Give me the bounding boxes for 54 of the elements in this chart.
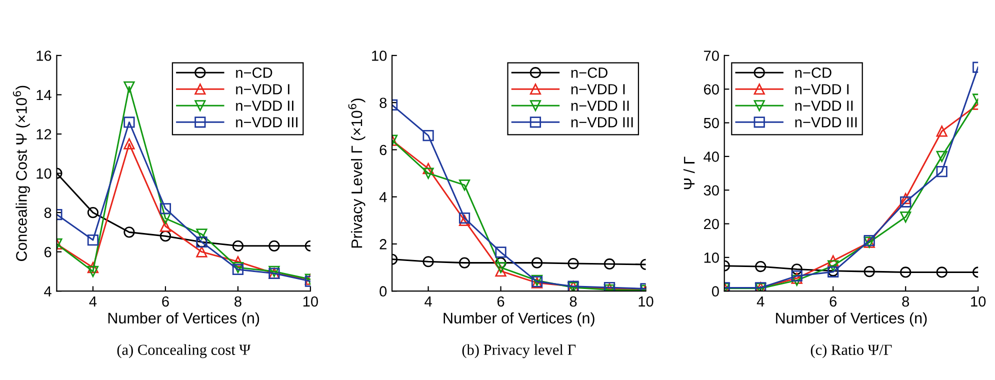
- legend-label: n−VDD II: [795, 100, 853, 111]
- legend-label: n−VDD III: [795, 117, 857, 128]
- y-tick-label: 10: [36, 168, 52, 179]
- legend-label: n−VDD II: [571, 100, 629, 111]
- y-tick-label: 16: [36, 50, 52, 61]
- y-tick-label: 8: [44, 208, 52, 218]
- y-axis-title: Privacy Level Γ (×10$^{6}$): [348, 98, 366, 248]
- x-axis-title: Number of Vertices (n): [776, 312, 927, 327]
- y-tick-label: 40: [704, 152, 719, 162]
- y-tick-label: 4: [379, 192, 387, 202]
- x-tick-label: 10: [971, 296, 986, 307]
- y-tick-label: 0: [380, 286, 387, 297]
- y-tick-label: 60: [704, 84, 719, 95]
- legend-label: n−VDD II: [236, 100, 294, 111]
- text: (c) Ratio Ψ/Γ: [810, 344, 892, 358]
- y-tick-label: 10: [704, 252, 719, 263]
- y-tick-label: 8: [380, 98, 387, 108]
- y-tick-label: 30: [704, 185, 719, 196]
- y-tick-label: 10: [372, 50, 387, 61]
- legend-label: n−VDD III: [571, 117, 633, 128]
- y-tick-label: 6: [380, 144, 387, 156]
- text: (a) Concealing cost Ψ: [117, 344, 250, 358]
- legend-label: n−CD: [571, 68, 608, 78]
- x-tick-label: 8: [234, 296, 242, 307]
- legend-label: n−VDD I: [795, 84, 849, 94]
- y-tick-label: 50: [704, 118, 719, 128]
- text: (b) Privacy level Γ: [462, 344, 576, 358]
- y-tick-label: 0: [712, 286, 719, 297]
- x-tick-label: 6: [162, 296, 169, 307]
- x-tick-label: 6: [497, 296, 504, 307]
- y-axis-title: Ψ / Γ: [683, 156, 695, 190]
- y-tick-label: 20: [704, 218, 719, 230]
- x-tick-label: 10: [638, 296, 654, 307]
- legend-label: n−CD: [795, 68, 832, 78]
- y-tick-label: 12: [36, 129, 52, 140]
- x-tick-label: 4: [424, 296, 432, 307]
- x-tick-label: 4: [89, 296, 97, 307]
- legend-label: n−VDD I: [571, 84, 625, 94]
- y-axis-title: Concealing Cost Ψ (×10$^{6}$): [12, 86, 30, 261]
- x-tick-label: 10: [303, 296, 318, 307]
- x-tick-label: 4: [756, 296, 764, 307]
- y-tick-label: 6: [44, 246, 52, 258]
- x-axis-title: Number of Vertices (n): [108, 312, 260, 327]
- legend-label: n−VDD III: [236, 117, 298, 128]
- y-tick-label: 70: [704, 50, 719, 61]
- x-axis-title: Number of Vertices (n): [444, 312, 594, 327]
- y-tick-label: 14: [36, 90, 52, 100]
- y-tick-label: 4: [44, 286, 52, 296]
- x-tick-label: 8: [570, 296, 577, 307]
- x-tick-label: 6: [830, 296, 837, 307]
- x-tick-label: 8: [902, 296, 910, 307]
- legend-label: n−CD: [236, 68, 272, 78]
- y-tick-label: 2: [380, 239, 386, 250]
- legend-label: n−VDD I: [236, 84, 290, 94]
